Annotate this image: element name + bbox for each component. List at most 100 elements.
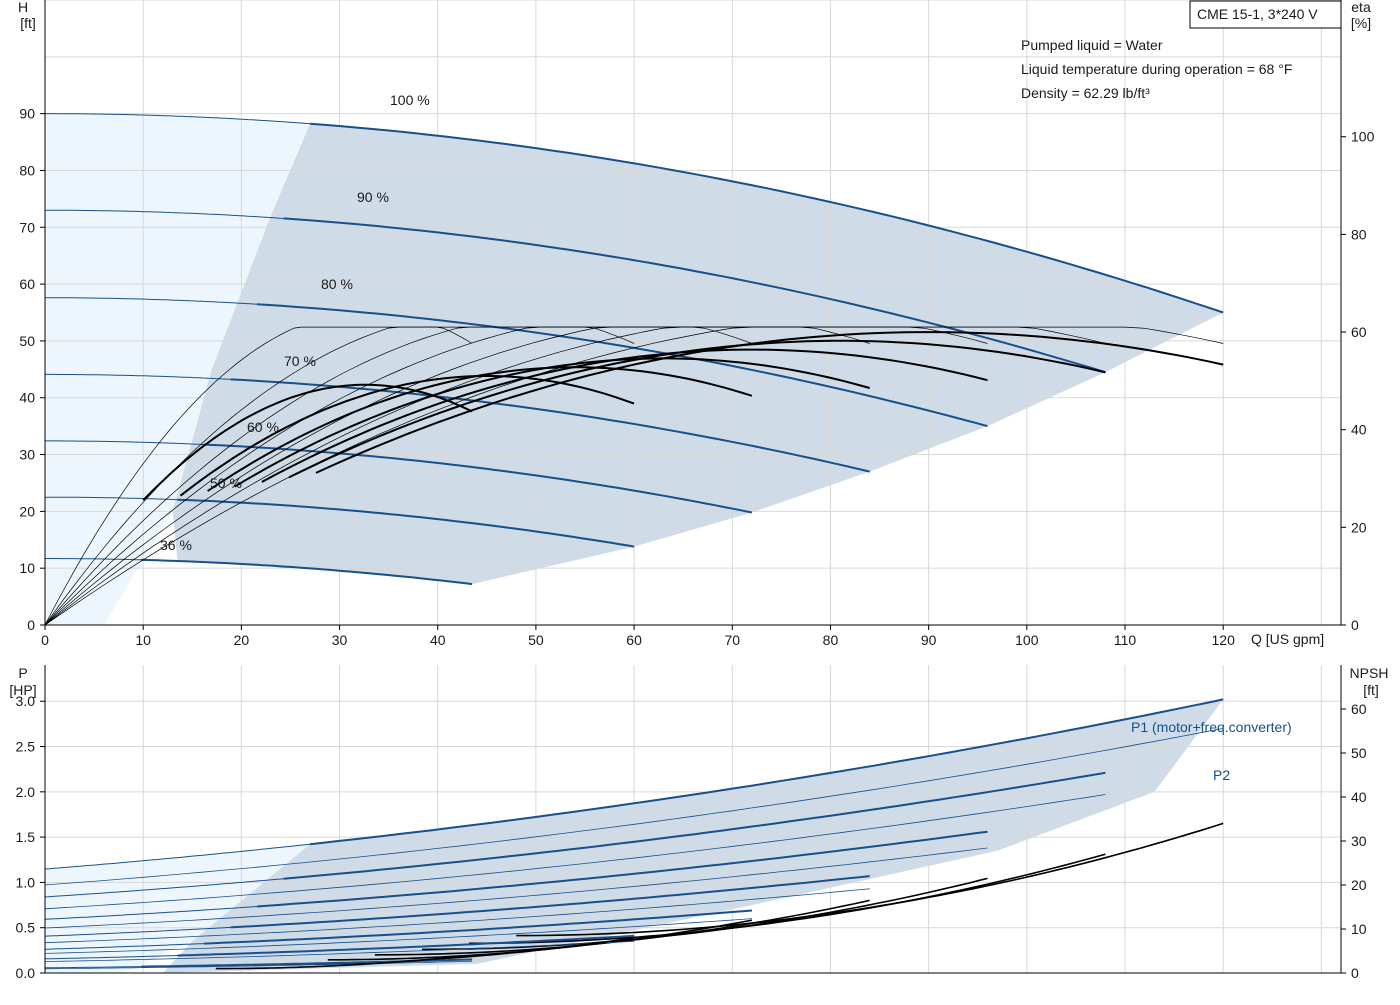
head-axis-title: H <box>18 0 28 15</box>
efficiency-curve <box>315 331 1224 474</box>
npsh-curve <box>421 877 988 951</box>
power-light-area <box>45 844 311 973</box>
p1-curve <box>283 771 1106 880</box>
efficiency-curve-thin <box>44 326 1106 626</box>
flow-axis-title: Q [US gpm] <box>1251 631 1324 647</box>
npsh-axis-unit: [ft] <box>1363 682 1379 698</box>
head-curve-thin-segment <box>45 558 142 561</box>
p2-curve <box>44 888 870 944</box>
npsh-tick-label: 30 <box>1351 833 1367 849</box>
eta-tick-label: 40 <box>1351 422 1367 438</box>
p1-curve-thin-segment <box>44 926 231 937</box>
p1-curve <box>230 875 870 929</box>
eta-tick-label: 0 <box>1351 617 1359 633</box>
eta-tick-label: 60 <box>1351 324 1367 340</box>
flow-tick-label: 20 <box>234 632 250 648</box>
power-tick-label: 2.0 <box>16 784 36 800</box>
p1-curve-thin-segment <box>44 843 311 870</box>
flow-tick-label: 40 <box>430 632 446 648</box>
efficiency-curve-thin <box>44 326 635 626</box>
flow-tick-label: 120 <box>1212 632 1236 648</box>
flow-tick-label: 90 <box>921 632 937 648</box>
head-curve-thin-segment <box>45 113 311 125</box>
power-axis-title: P <box>18 665 27 681</box>
head-tick-label: 60 <box>19 276 35 292</box>
speed-label-36: 36 % <box>160 537 192 553</box>
npsh-tick-label: 20 <box>1351 877 1367 893</box>
head-tick-label: 30 <box>19 447 35 463</box>
head-tick-label: 40 <box>19 390 35 406</box>
npsh-tick-label: 10 <box>1351 921 1367 937</box>
npsh-curve <box>469 853 1106 945</box>
efficiency-curve-thin <box>44 326 753 626</box>
eta-axis-title: eta <box>1351 0 1371 15</box>
info-line-liquid: Pumped liquid = Water <box>1021 37 1163 53</box>
speed-label-70: 70 % <box>284 353 316 369</box>
p1-curve-label: P1 (motor+freq.converter) <box>1131 719 1292 735</box>
efficiency-curve <box>288 339 1106 479</box>
p1-curve <box>257 830 988 908</box>
power-tick-label: 2.5 <box>16 739 36 755</box>
npsh-axis-title: NPSH <box>1350 665 1389 681</box>
speed-label-90: 90 % <box>357 189 389 205</box>
npsh-tick-label: 40 <box>1351 789 1367 805</box>
head-tick-label: 20 <box>19 503 35 519</box>
p2-curve <box>44 794 1106 910</box>
head-curve <box>141 558 473 586</box>
npsh-tick-label: 50 <box>1351 745 1367 761</box>
p2-curve <box>44 960 473 970</box>
eta-axis-unit: [%] <box>1351 15 1371 31</box>
efficiency-curve-thin <box>44 326 1224 626</box>
speed-label-100: 100 % <box>390 92 430 108</box>
head-curve <box>310 122 1224 314</box>
efficiency-curve <box>142 383 473 501</box>
head-curve <box>177 498 635 548</box>
p1-curve <box>204 909 752 945</box>
eta-tick-label: 20 <box>1351 519 1367 535</box>
head-curve <box>257 303 988 428</box>
flow-tick-label: 80 <box>823 632 839 648</box>
head-tick-label: 80 <box>19 162 35 178</box>
head-curve-thin-segment <box>45 297 258 305</box>
power-tick-label: 3.0 <box>16 693 36 709</box>
p1-curve <box>177 934 635 957</box>
eta-tick-label: 100 <box>1351 129 1375 145</box>
speed-label-60: 60 % <box>247 419 279 435</box>
light-operating-area <box>45 113 311 625</box>
power-tick-label: 0.5 <box>16 920 36 936</box>
speed-label-80: 80 % <box>321 276 353 292</box>
model-box <box>1189 0 1342 29</box>
flow-tick-label: 100 <box>1015 632 1039 648</box>
info-line-temperature: Liquid temperature during operation = 68… <box>1021 61 1292 77</box>
eta-tick-label: 80 <box>1351 226 1367 242</box>
flow-tick-label: 0 <box>41 632 49 648</box>
flow-tick-label: 30 <box>332 632 348 648</box>
p2-curve-label: P2 <box>1213 767 1230 783</box>
flow-tick-label: 50 <box>528 632 544 648</box>
p1-curve-thin-segment <box>45 966 142 969</box>
head-curve-thin-segment <box>45 496 178 501</box>
p1-curve-thin-segment <box>44 878 284 898</box>
head-tick-label: 50 <box>19 333 35 349</box>
p1-curve-thin-segment <box>44 955 178 960</box>
flow-tick-label: 110 <box>1114 632 1137 648</box>
efficiency-curve-thin <box>44 326 473 626</box>
npsh-tick-label: 0 <box>1351 965 1359 981</box>
p2-curve <box>44 728 1224 886</box>
p2-curve <box>44 847 988 929</box>
head-curve-thin-segment <box>45 373 231 380</box>
head-tick-label: 10 <box>19 560 35 576</box>
efficiency-curve <box>179 375 635 497</box>
speed-label-50: 50 % <box>210 475 242 491</box>
efficiency-curve-thin <box>44 326 988 626</box>
model-label: CME 15-1, 3*240 V <box>1197 6 1318 22</box>
p1-curve-thin-segment <box>45 943 205 950</box>
head-tick-label: 70 <box>19 219 35 235</box>
dark-operating-area <box>172 123 1224 585</box>
flow-tick-label: 70 <box>724 632 740 648</box>
head-curve-thin-segment <box>45 440 205 445</box>
power-dark-area <box>162 699 1224 973</box>
p1-curve <box>309 698 1224 846</box>
